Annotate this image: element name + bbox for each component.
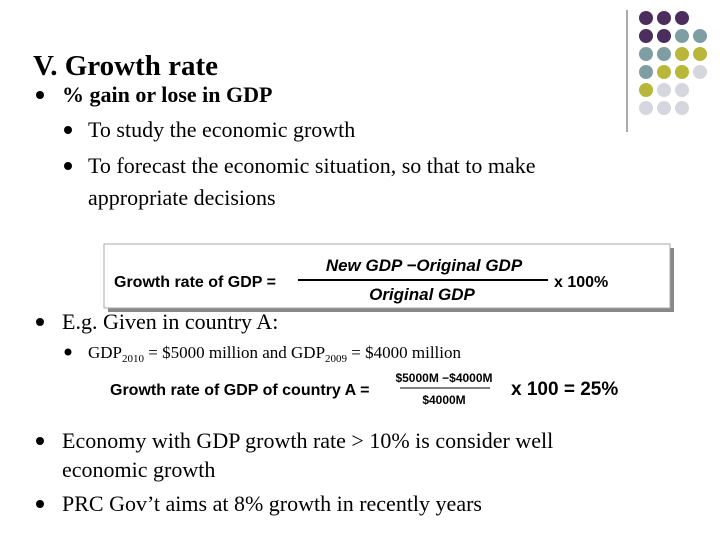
formula-box	[103, 243, 671, 309]
formula-lhs: Growth rate of GDP of country A =	[110, 382, 369, 399]
formula-numerator: New GDP −Original GDP	[326, 256, 523, 275]
bullet	[64, 348, 72, 356]
text-part: 2009	[325, 353, 348, 365]
sub-bullet-text: appropriate decisions	[88, 185, 276, 210]
text-part: GDP	[88, 343, 122, 362]
bullet	[64, 162, 72, 170]
bullet	[36, 500, 44, 508]
text-part: = $5000 million and GDP	[144, 343, 325, 362]
slide-title: V. Growth rate	[33, 50, 218, 82]
bullet	[36, 318, 44, 326]
bullet	[36, 437, 44, 445]
bullet-text: economic growth	[62, 457, 215, 482]
bullet-text: E.g. Given in country A:	[62, 309, 278, 334]
dot-decoration	[639, 11, 707, 115]
sub-bullet-text: To forecast the economic situation, so t…	[88, 153, 536, 178]
formula-rhs: x 100 = 25%	[511, 379, 618, 400]
bullet-text: PRC Gov’t aims at 8% growth in recently …	[62, 491, 482, 516]
text-part: = $4000 million	[347, 343, 461, 362]
formula-denominator: $4000M	[422, 393, 465, 407]
bullet-text: Economy with GDP growth rate > 10% is co…	[62, 428, 553, 453]
formula-numerator: $5000M −$4000M	[395, 371, 492, 385]
bullet-text: % gain or lose in GDP	[62, 82, 272, 107]
formula-denominator: Original GDP	[369, 285, 475, 304]
formula-rhs: x 100%	[554, 274, 608, 291]
sub-bullet-text: To study the economic growth	[88, 117, 355, 142]
given-text: GDP2010 = $5000 million and GDP2009 = $4…	[88, 343, 461, 365]
bullet	[36, 91, 44, 99]
formula-lhs: Growth rate of GDP =	[114, 274, 276, 291]
bullet	[64, 126, 72, 134]
text-part: 2010	[122, 353, 145, 365]
